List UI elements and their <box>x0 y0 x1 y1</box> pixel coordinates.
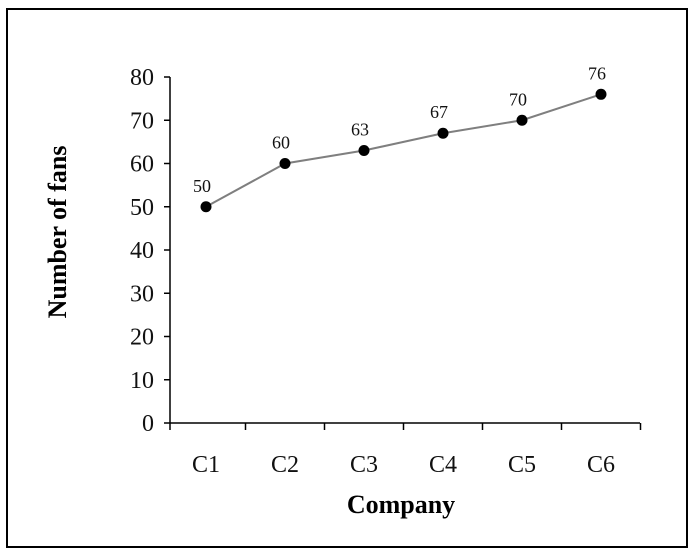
y-tick-label: 30 <box>130 281 154 307</box>
data-labels: 50 60 63 67 70 76 <box>193 63 606 195</box>
y-ticks: 0 10 20 30 40 50 60 70 80 <box>130 65 170 437</box>
data-label: 60 <box>272 133 290 153</box>
x-tick-label: C2 <box>271 452 299 478</box>
x-tick-label: C5 <box>508 452 536 478</box>
y-tick-label: 70 <box>130 108 154 134</box>
data-point <box>516 114 528 126</box>
x-axis-title: Company <box>347 490 455 519</box>
series-line <box>205 93 602 208</box>
data-label: 67 <box>430 102 448 122</box>
y-tick-label: 10 <box>130 368 154 394</box>
x-tick-label: C6 <box>587 452 615 478</box>
y-tick-label: 20 <box>130 325 154 351</box>
data-label: 50 <box>193 176 211 196</box>
chart-frame <box>6 8 688 548</box>
y-tick-label: 40 <box>130 238 154 264</box>
series-group <box>200 88 607 213</box>
data-label: 76 <box>588 63 606 83</box>
data-label: 70 <box>509 89 527 109</box>
data-point <box>200 201 212 213</box>
x-tick-label: C1 <box>192 452 220 478</box>
y-tick-label: 60 <box>130 152 154 178</box>
data-point <box>358 145 370 157</box>
data-point <box>595 88 607 100</box>
y-axis-title: Number of fans <box>43 146 72 319</box>
x-ticks: C1 C2 C3 C4 C5 C6 <box>169 423 642 478</box>
y-tick-label: 80 <box>130 65 154 91</box>
x-tick-label: C4 <box>429 452 457 478</box>
data-label: 63 <box>351 120 369 140</box>
x-tick-label: C3 <box>350 452 378 478</box>
data-point <box>437 127 449 139</box>
y-tick-label: 0 <box>142 411 154 437</box>
data-point <box>279 158 291 169</box>
y-tick-label: 50 <box>130 195 154 221</box>
